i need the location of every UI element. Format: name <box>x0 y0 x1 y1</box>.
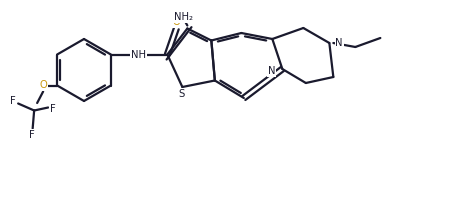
Text: N: N <box>335 38 342 48</box>
Text: O: O <box>39 81 47 91</box>
Text: NH₂: NH₂ <box>174 12 192 22</box>
Text: F: F <box>29 130 34 140</box>
Text: F: F <box>50 103 56 113</box>
Text: F: F <box>10 96 16 106</box>
Text: S: S <box>178 89 184 99</box>
Text: NH: NH <box>130 50 146 60</box>
Text: N: N <box>267 67 275 76</box>
Text: O: O <box>172 17 180 27</box>
